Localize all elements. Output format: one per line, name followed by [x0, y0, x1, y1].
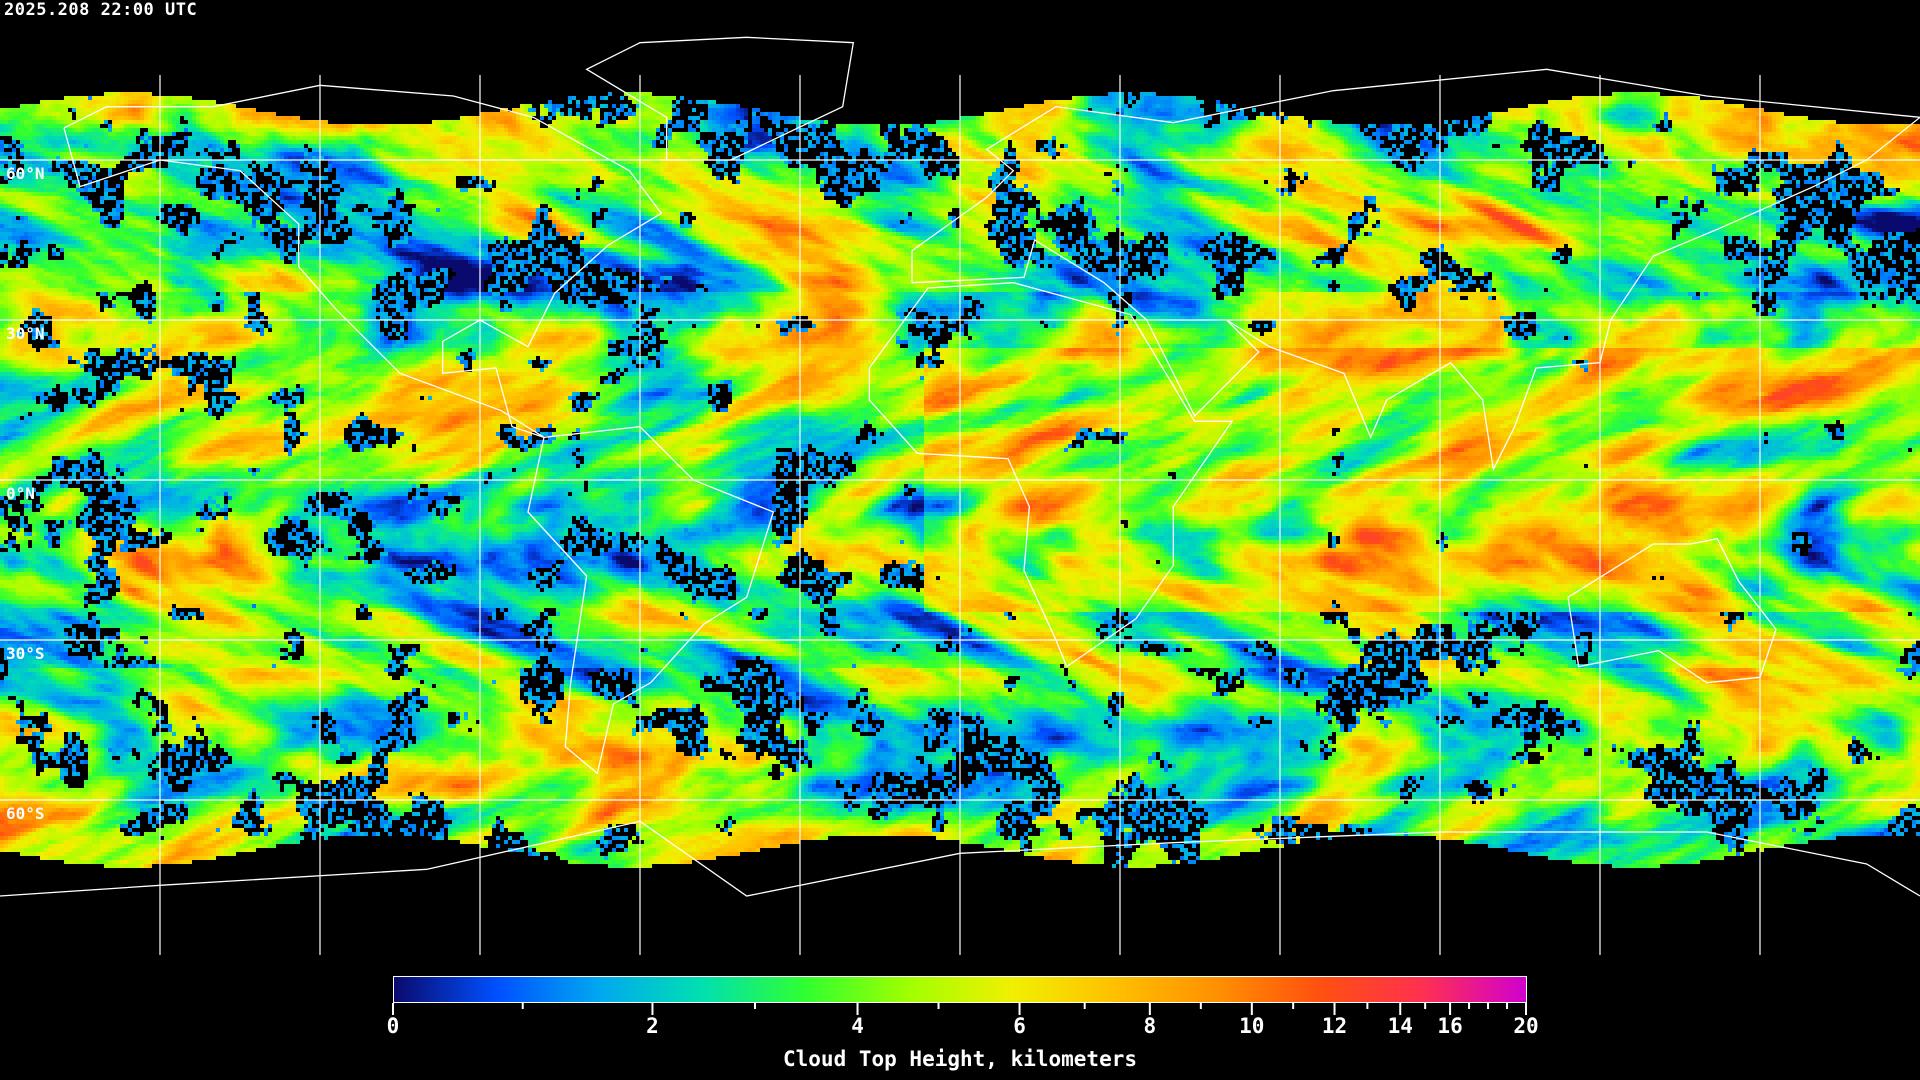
- colorbar-tick-label: 8: [1143, 1014, 1157, 1038]
- colorbar-tick-label: 0: [386, 1014, 400, 1038]
- colorbar-tick-label: 16: [1437, 1014, 1463, 1038]
- coastline-eurasia: [911, 68, 1920, 472]
- colorbar-tick-label: 4: [851, 1014, 864, 1038]
- lat-label-60s: 60°S: [6, 804, 45, 823]
- coastline-north-america: [63, 84, 663, 438]
- lat-label-0n: 0°N: [6, 484, 35, 503]
- lat-label-30n: 30°N: [6, 324, 45, 343]
- colorbar: [393, 976, 1527, 1003]
- coastline-south-america: [527, 425, 775, 775]
- colorbar-ticks: [392, 1003, 1527, 1015]
- lat-label-30s: 30°S: [6, 644, 45, 663]
- colorbar-tick-label: 12: [1321, 1014, 1348, 1038]
- colorbar-title: Cloud Top Height, kilometers: [782, 1047, 1138, 1071]
- lat-label-60n: 60°N: [6, 164, 45, 183]
- cloud-top-height-map: 2025.208 22:00 UTC 60°N 30°N 0°N 30°S 60…: [0, 0, 1920, 960]
- timestamp: 2025.208 22:00 UTC: [4, 0, 198, 20]
- coastline-greenland: [585, 36, 855, 161]
- coastline-africa: [868, 282, 1234, 668]
- colorbar-tick-label: 10: [1239, 1014, 1265, 1038]
- map-overlay: [0, 36, 1920, 955]
- coastline-australia: [1567, 537, 1777, 684]
- colorbar-tick-label: 14: [1387, 1014, 1413, 1038]
- graticule: [0, 75, 1920, 955]
- colorbar-tick-label: 2: [646, 1014, 659, 1038]
- colorbar-tick-label: 6: [1013, 1014, 1026, 1038]
- colorbar-tick-label: 20: [1513, 1014, 1539, 1038]
